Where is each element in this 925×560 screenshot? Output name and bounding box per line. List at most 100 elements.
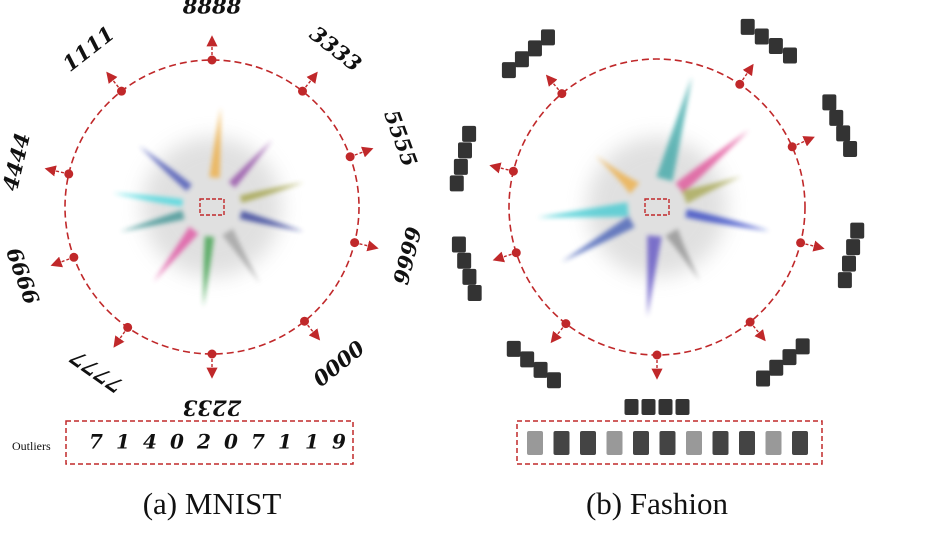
arrow bbox=[354, 240, 379, 252]
item-thumbnail bbox=[837, 272, 852, 289]
item-thumbnail bbox=[843, 140, 858, 157]
item-thumbnail bbox=[754, 28, 769, 45]
cluster-spike bbox=[647, 235, 662, 317]
digit-samples: 8888 bbox=[182, 0, 242, 19]
arrow bbox=[739, 63, 754, 85]
item-thumbnail bbox=[641, 399, 656, 415]
anchor-dot bbox=[116, 86, 126, 96]
fashion-panel bbox=[449, 18, 865, 415]
cluster-spike bbox=[120, 210, 185, 232]
anchor-dot bbox=[300, 316, 310, 326]
outlier-thumbnail bbox=[633, 431, 649, 455]
item-thumbnail bbox=[457, 142, 472, 159]
item-thumbnail bbox=[756, 370, 771, 387]
item-thumbnail bbox=[829, 109, 844, 126]
outlier-digit: 0 bbox=[170, 430, 184, 454]
anchor-dot bbox=[511, 248, 521, 258]
item-thumbnail bbox=[740, 18, 755, 35]
anchor-dot bbox=[787, 142, 797, 152]
outliers-box bbox=[516, 420, 823, 465]
outlier-digit: 2 bbox=[196, 430, 211, 454]
item-thumbnail bbox=[768, 37, 783, 54]
item-thumbnail bbox=[520, 351, 535, 368]
cluster-spike bbox=[222, 228, 260, 284]
cluster-spike bbox=[139, 145, 192, 192]
arrow bbox=[749, 321, 766, 342]
anchor-dot bbox=[350, 238, 360, 248]
arrow bbox=[50, 256, 75, 268]
fashion-outliers bbox=[527, 431, 808, 455]
item-thumbnail bbox=[462, 268, 477, 285]
item-thumbnail bbox=[842, 255, 857, 272]
digit-samples: 3333 bbox=[305, 21, 366, 77]
item-thumbnail bbox=[769, 359, 784, 376]
item-thumbnail bbox=[501, 62, 516, 79]
item-thumbnail bbox=[546, 372, 561, 389]
anchor-dot bbox=[64, 169, 74, 179]
anchor-dot bbox=[735, 79, 745, 89]
item-thumbnail bbox=[782, 349, 797, 366]
item-thumbnail bbox=[467, 285, 482, 302]
cluster-spike bbox=[537, 202, 629, 218]
arrow bbox=[545, 74, 563, 95]
anchor-dot bbox=[207, 55, 217, 65]
outlier-digit: 1 bbox=[278, 430, 292, 454]
arrow bbox=[113, 327, 129, 348]
arrow bbox=[349, 146, 374, 158]
outlier-digit: 0 bbox=[224, 430, 238, 454]
outlier-thumbnail bbox=[580, 431, 596, 455]
arrow bbox=[800, 240, 825, 252]
arrow bbox=[301, 71, 318, 92]
item-thumbnail bbox=[462, 125, 477, 142]
anchor-dot bbox=[652, 350, 662, 360]
outliers-box bbox=[65, 420, 354, 465]
item-thumbnail bbox=[782, 47, 797, 64]
anchor-dot bbox=[557, 89, 567, 99]
item-thumbnail bbox=[658, 399, 673, 415]
anchor-dot bbox=[561, 319, 571, 329]
cluster-spike bbox=[112, 193, 184, 207]
arrow bbox=[106, 71, 123, 92]
digit-samples: 4444 bbox=[0, 130, 35, 193]
caption: (b) Fashion bbox=[586, 486, 729, 521]
item-thumbnail bbox=[453, 158, 468, 175]
outlier-digit: 4 bbox=[143, 430, 157, 454]
item-thumbnail bbox=[449, 175, 464, 192]
digit-samples: 7777 bbox=[65, 344, 128, 398]
outlier-digit: 1 bbox=[305, 430, 319, 454]
item-thumbnail bbox=[514, 51, 529, 68]
arrow bbox=[303, 320, 321, 341]
anchor-dot bbox=[298, 86, 308, 96]
arrow bbox=[791, 136, 815, 148]
cluster-spike bbox=[209, 107, 221, 179]
item-thumbnail bbox=[850, 222, 865, 239]
outlier-digit: 9 bbox=[332, 430, 346, 454]
cluster-spike bbox=[595, 155, 640, 194]
outliers-label: Outliers bbox=[12, 439, 51, 453]
cluster-spike bbox=[561, 216, 635, 262]
outlier-thumbnail bbox=[792, 431, 808, 455]
outlier-thumbnail bbox=[659, 431, 676, 455]
digit-samples: 0000 bbox=[308, 335, 369, 391]
item-thumbnail bbox=[624, 399, 639, 415]
item-thumbnail bbox=[506, 340, 521, 357]
anchor-dot bbox=[207, 349, 217, 359]
item-thumbnail bbox=[451, 236, 466, 253]
outlier-thumbnail bbox=[606, 431, 623, 455]
anchor-dot bbox=[345, 152, 355, 162]
center-box bbox=[644, 198, 670, 216]
digit-samples: 2233 bbox=[183, 396, 242, 421]
item-thumbnail bbox=[527, 40, 542, 57]
digit-samples: 1111 bbox=[58, 21, 119, 77]
cluster-spike bbox=[203, 236, 215, 307]
outlier-digit: 7 bbox=[251, 430, 265, 454]
boundary-circle bbox=[64, 59, 360, 355]
arrow bbox=[492, 251, 517, 263]
center-box bbox=[199, 198, 225, 216]
anchor-dot bbox=[796, 238, 806, 248]
anchor-dot bbox=[69, 252, 79, 262]
item-thumbnail bbox=[822, 94, 837, 111]
outlier-thumbnail bbox=[712, 431, 729, 455]
